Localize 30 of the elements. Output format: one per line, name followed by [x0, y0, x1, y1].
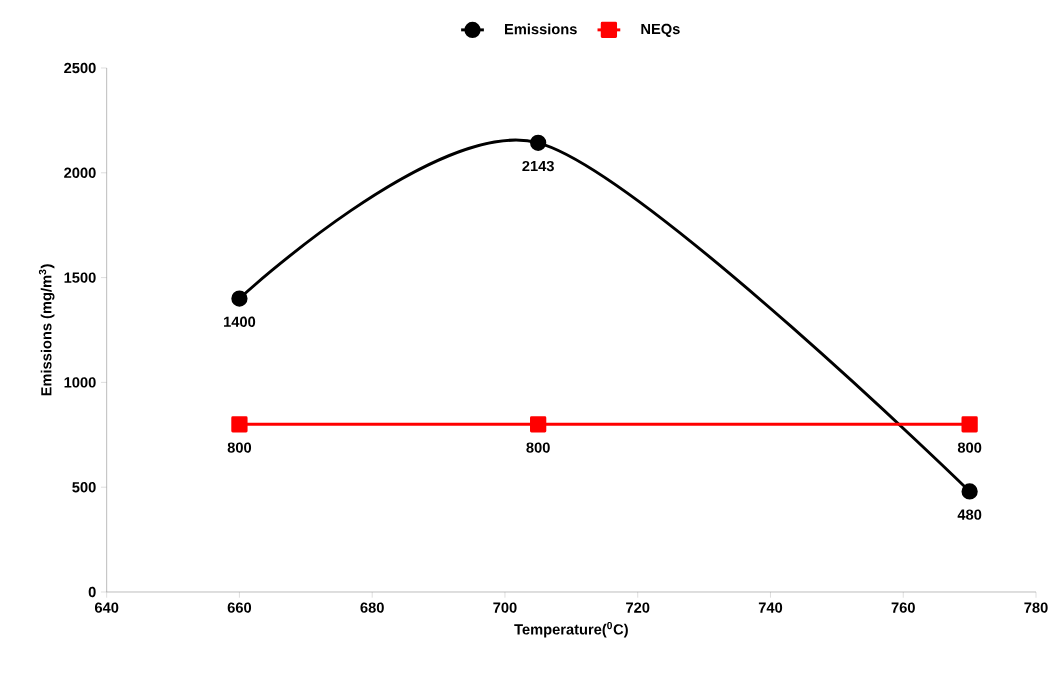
x-tick-label: 640 — [94, 602, 119, 613]
point — [961, 416, 978, 433]
x-tick-label: 720 — [626, 602, 650, 613]
legend-label: Emissions — [505, 23, 577, 35]
x-axis-title: Temperature($^{0}$C) — [514, 621, 628, 638]
point — [530, 416, 547, 433]
y-tick-label: 2500 — [64, 62, 96, 74]
x-tick-label: 700 — [493, 602, 517, 613]
x-tick-label: 680 — [360, 602, 384, 613]
point — [961, 483, 978, 500]
data-label: 480 — [957, 509, 982, 520]
point — [231, 416, 248, 433]
y-axis-title: Emissions (mg/m$^{3}$) — [38, 264, 55, 396]
y-tick-label: 0 — [88, 586, 96, 598]
y-tick-label: 1500 — [64, 272, 96, 283]
data-label: 2143 — [522, 160, 554, 172]
data-label: 800 — [957, 442, 982, 453]
point — [530, 134, 547, 151]
x-tick-label: 740 — [758, 602, 783, 613]
y-tick-label: 2000 — [64, 167, 96, 178]
data-label: 1400 — [224, 316, 256, 327]
data-label: 800 — [227, 442, 252, 453]
x-tick-label: 660 — [227, 602, 252, 613]
x-tick-label: 780 — [1024, 602, 1048, 613]
y-tick-label: 500 — [72, 482, 96, 493]
y-tick-label: 1000 — [64, 377, 96, 388]
x-tick-label: 760 — [891, 602, 915, 613]
point — [231, 290, 248, 307]
legend-label: NEQs — [641, 23, 680, 37]
data-label: 800 — [526, 442, 550, 453]
